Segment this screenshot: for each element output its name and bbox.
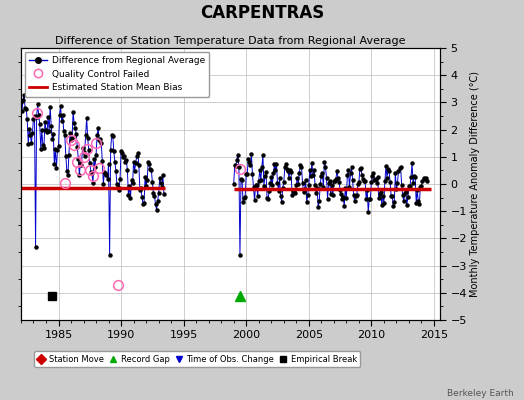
Text: CARPENTRAS: CARPENTRAS [200, 4, 324, 22]
Text: Berkeley Earth: Berkeley Earth [447, 389, 514, 398]
Title: Difference of Station Temperature Data from Regional Average: Difference of Station Temperature Data f… [56, 36, 406, 46]
Y-axis label: Monthly Temperature Anomaly Difference (°C): Monthly Temperature Anomaly Difference (… [470, 71, 480, 297]
Legend: Station Move, Record Gap, Time of Obs. Change, Empirical Break: Station Move, Record Gap, Time of Obs. C… [34, 351, 360, 367]
